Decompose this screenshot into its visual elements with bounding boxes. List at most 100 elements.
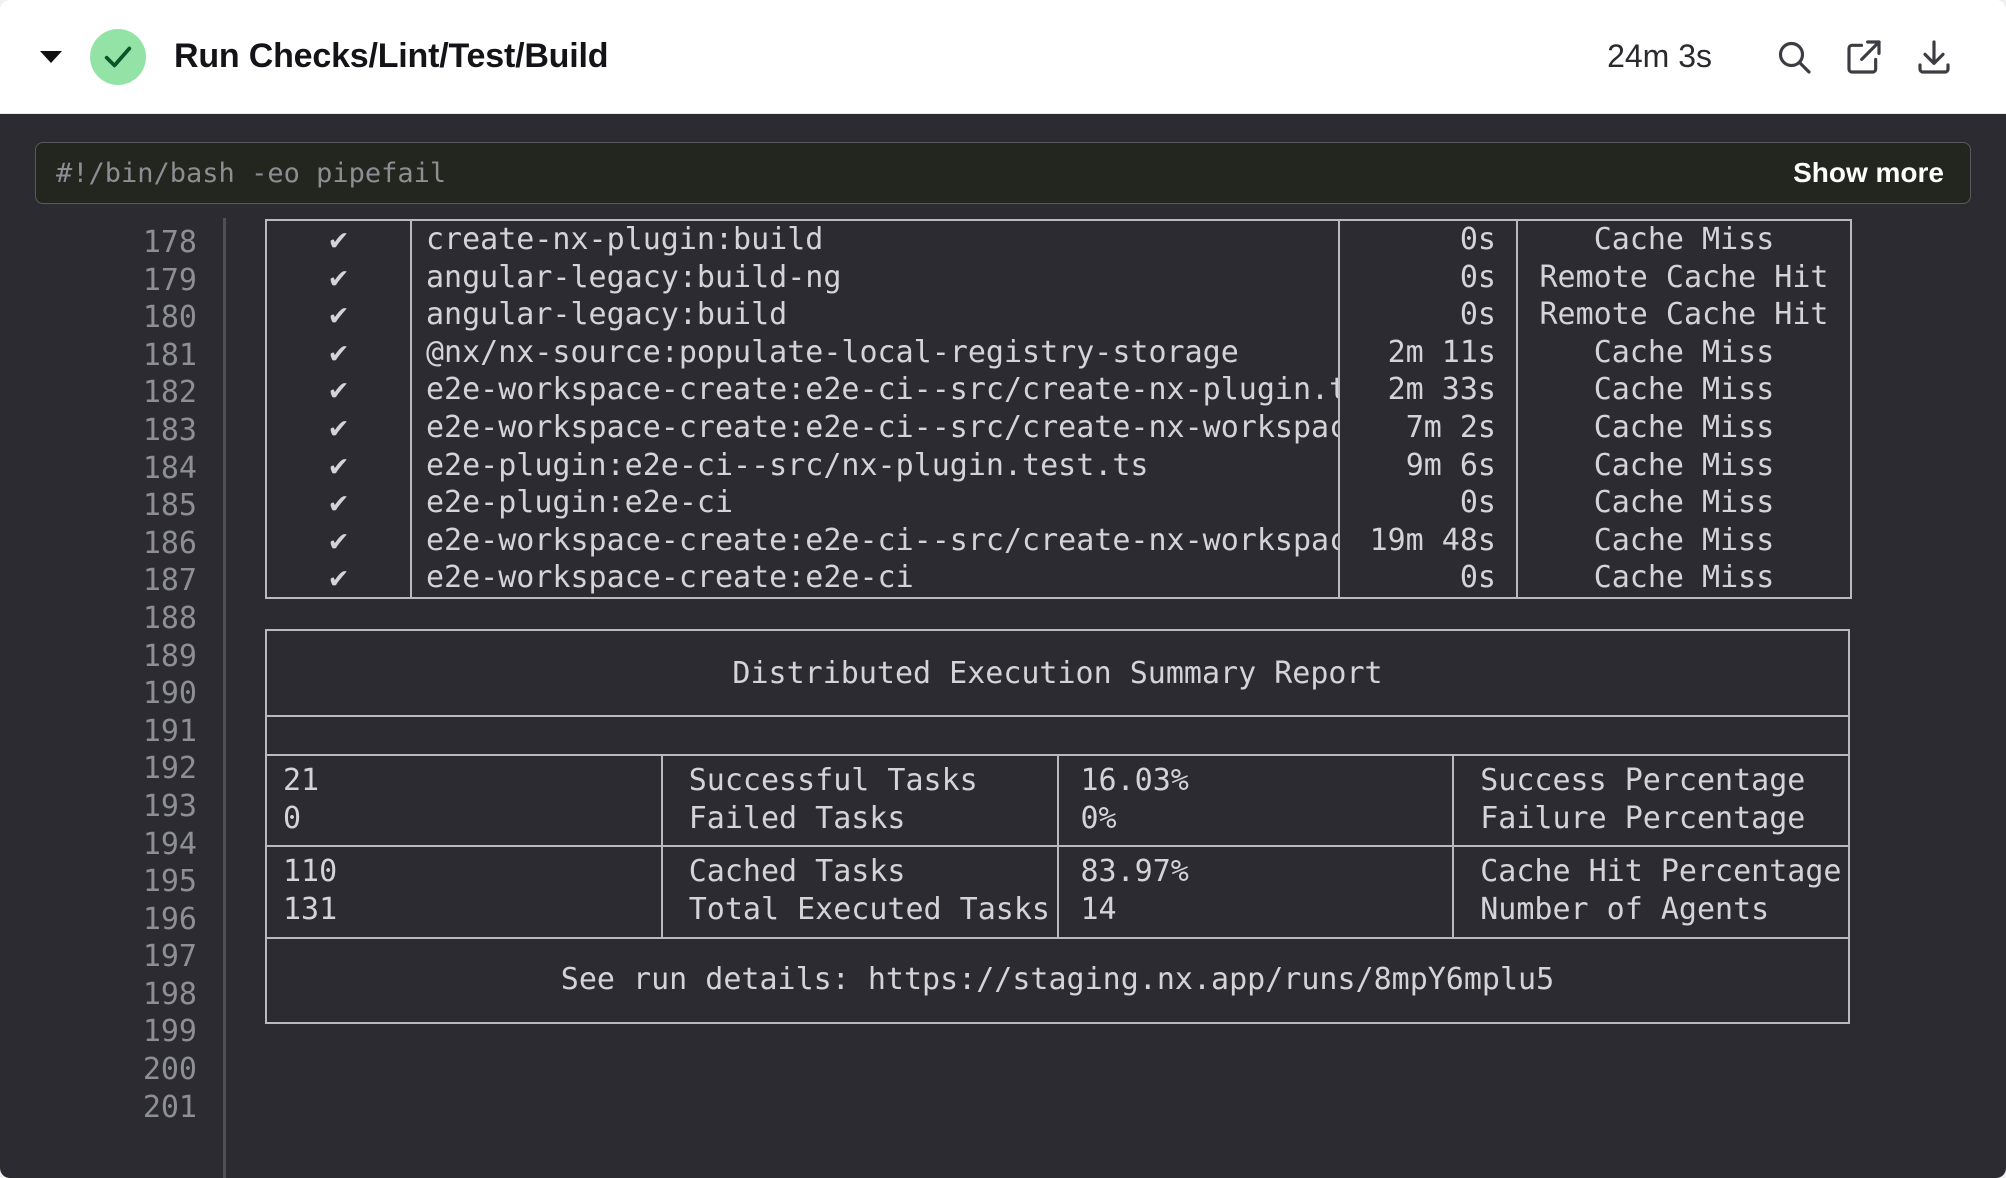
- task-status-cell: ✔: [329, 522, 348, 558]
- line-number: 186: [142, 525, 197, 561]
- task-cache-status-cell: Cache Miss: [1593, 485, 1775, 521]
- summary-g2-values2: 83.97% 14: [1056, 845, 1455, 939]
- line-number: 195: [142, 864, 197, 900]
- task-name-cell: e2e-workspace-create:e2e-ci--src/create-…: [426, 372, 1338, 408]
- task-duration-cell: 0s: [1459, 297, 1496, 333]
- line-number: 200: [142, 1052, 197, 1088]
- summary-label: Failure Percentage: [1480, 800, 1806, 836]
- show-more-button[interactable]: Show more: [1793, 157, 1944, 188]
- task-name-cell: @nx/nx-source:populate-local-registry-st…: [426, 334, 1239, 370]
- task-status-cell: ✔: [329, 560, 348, 596]
- summary-label: Cache Hit Percentage: [1480, 854, 1842, 890]
- line-number: 183: [142, 412, 197, 448]
- summary-g2-values: 110 131: [265, 845, 663, 939]
- line-number-gutter: 178 179 180 181 182 183 184 185 186 187 188 189 190 1…: [0, 218, 226, 1178]
- line-number: 191: [142, 713, 197, 749]
- task-cache-status-cell: Cache Miss: [1593, 522, 1775, 558]
- task-duration-cell: 9m 6s: [1405, 447, 1496, 483]
- summary-g2-labels: Cached Tasks Total Executed Tasks: [660, 845, 1059, 939]
- log-output: ✔ ✔ ✔ ✔ ✔ ✔ ✔ ✔ ✔ ✔ create-nx-plugin:build angular-…: [226, 218, 2006, 1178]
- line-number: 199: [142, 1014, 197, 1050]
- log-body: #!/bin/bash -eo pipefail Show more 178 17…: [0, 114, 2006, 1178]
- search-icon[interactable]: [1768, 31, 1820, 83]
- task-duration-cell: 0s: [1459, 485, 1496, 521]
- check-circle-icon: [90, 28, 146, 85]
- summary-label: Success Percentage: [1480, 763, 1806, 799]
- line-number: 189: [142, 638, 197, 674]
- summary-g1-labels2: Success Percentage Failure Percentage: [1452, 754, 1850, 848]
- command-bar[interactable]: #!/bin/bash -eo pipefail Show more: [35, 142, 1971, 204]
- line-number: 197: [142, 939, 197, 975]
- task-name-cell: angular-legacy:build: [426, 297, 788, 333]
- line-number: 192: [142, 751, 197, 787]
- task-cache-status-cell: Remote Cache Hit: [1539, 259, 1829, 295]
- task-cache-status-cell: Cache Miss: [1593, 334, 1775, 370]
- summary-value: 16.03%: [1080, 763, 1189, 799]
- summary-group-1: 21 0 Successful Tasks Failed Tasks 16.03% 0…: [265, 754, 1850, 848]
- task-status-cell: ✔: [329, 447, 348, 483]
- summary-g2-labels2: Cache Hit Percentage Number of Agents: [1452, 845, 1850, 939]
- task-cache-status: Cache Miss Remote Cache Hit Remote Cache H…: [1516, 219, 1852, 599]
- task-status: ✔ ✔ ✔ ✔ ✔ ✔ ✔ ✔ ✔ ✔: [265, 219, 412, 599]
- line-number: 201: [142, 1089, 197, 1125]
- command-text: #!/bin/bash -eo pipefail: [56, 157, 447, 189]
- task-cache-status-cell: Cache Miss: [1593, 409, 1775, 445]
- summary-table: Distributed Execution Summary Report 21 0…: [265, 629, 1850, 1025]
- download-icon[interactable]: [1908, 31, 1960, 83]
- task-cache-status-cell: Cache Miss: [1593, 222, 1775, 257]
- line-number: 190: [142, 676, 197, 712]
- line-number: 179: [142, 262, 197, 298]
- table-row: ✔ ✔ ✔ ✔ ✔ ✔ ✔ ✔ ✔ ✔ create-nx-plugin:build angular-…: [265, 219, 1852, 599]
- task-duration-cell: 2m 11s: [1387, 334, 1496, 370]
- summary-group-2: 110 131 Cached Tasks Total Executed Tasks …: [265, 845, 1850, 939]
- task-name-cell: e2e-plugin:e2e-ci--src/nx-plugin.test.ts: [426, 447, 1149, 483]
- summary-title: Distributed Execution Summary Report: [265, 629, 1850, 717]
- summary-value: 110: [283, 854, 338, 890]
- line-number: 178: [142, 225, 197, 260]
- task-cache-status-cell: Remote Cache Hit: [1539, 297, 1829, 333]
- task-duration-cell: 0s: [1459, 222, 1496, 257]
- task-status-cell: ✔: [329, 222, 348, 257]
- chevron-down-icon[interactable]: [34, 40, 68, 74]
- summary-label: Successful Tasks: [688, 763, 978, 799]
- tasks-table: ✔ ✔ ✔ ✔ ✔ ✔ ✔ ✔ ✔ ✔ create-nx-plugin:build angular-…: [265, 219, 1852, 599]
- summary-label: Cached Tasks: [688, 854, 906, 890]
- line-number: 194: [142, 826, 197, 862]
- task-name-cell: e2e-plugin:e2e-ci: [426, 485, 734, 521]
- task-duration-cell: 7m 2s: [1405, 409, 1496, 445]
- line-number: 198: [142, 976, 197, 1012]
- line-number: 184: [142, 450, 197, 486]
- task-duration-cell: 19m 48s: [1369, 522, 1496, 558]
- task-status-cell: ✔: [329, 485, 348, 521]
- chevron-down-glyph: [40, 50, 62, 63]
- summary-label: Number of Agents: [1480, 891, 1770, 927]
- task-cache-status-cell: Cache Miss: [1593, 372, 1775, 408]
- line-number: 193: [142, 788, 197, 824]
- summary-blank-row: [265, 714, 1850, 757]
- task-status-cell: ✔: [329, 372, 348, 408]
- summary-label: Failed Tasks: [688, 800, 906, 836]
- summary-value: 131: [283, 891, 338, 927]
- summary-blank-cell: [265, 714, 1850, 757]
- task-duration-cell: 0s: [1459, 259, 1496, 295]
- summary-footer-row: See run details: https://staging.nx.app/…: [265, 936, 1850, 1025]
- summary-value: 0: [283, 800, 302, 836]
- task-name-cell: angular-legacy:build-ng: [426, 259, 842, 295]
- task-name-cell: e2e-workspace-create:e2e-ci: [426, 560, 914, 596]
- summary-g1-values: 21 0: [265, 754, 663, 848]
- summary-value: 21: [283, 763, 320, 799]
- task-name-cell: create-nx-plugin:build: [426, 222, 824, 257]
- summary-value: 0%: [1080, 800, 1117, 836]
- line-number: 180: [142, 300, 197, 336]
- task-name: create-nx-plugin:build angular-legacy:bui…: [410, 219, 1340, 599]
- line-number: 181: [142, 337, 197, 373]
- external-link-icon[interactable]: [1838, 31, 1890, 83]
- summary-value: 83.97%: [1080, 854, 1189, 890]
- run-details-link[interactable]: See run details: https://staging.nx.app/…: [265, 936, 1850, 1025]
- line-number: 182: [142, 375, 197, 411]
- summary-value: 14: [1080, 891, 1117, 927]
- run-duration: 24m 3s: [1607, 38, 1712, 74]
- summary-label: Total Executed Tasks: [688, 891, 1050, 927]
- task-status-cell: ✔: [329, 409, 348, 445]
